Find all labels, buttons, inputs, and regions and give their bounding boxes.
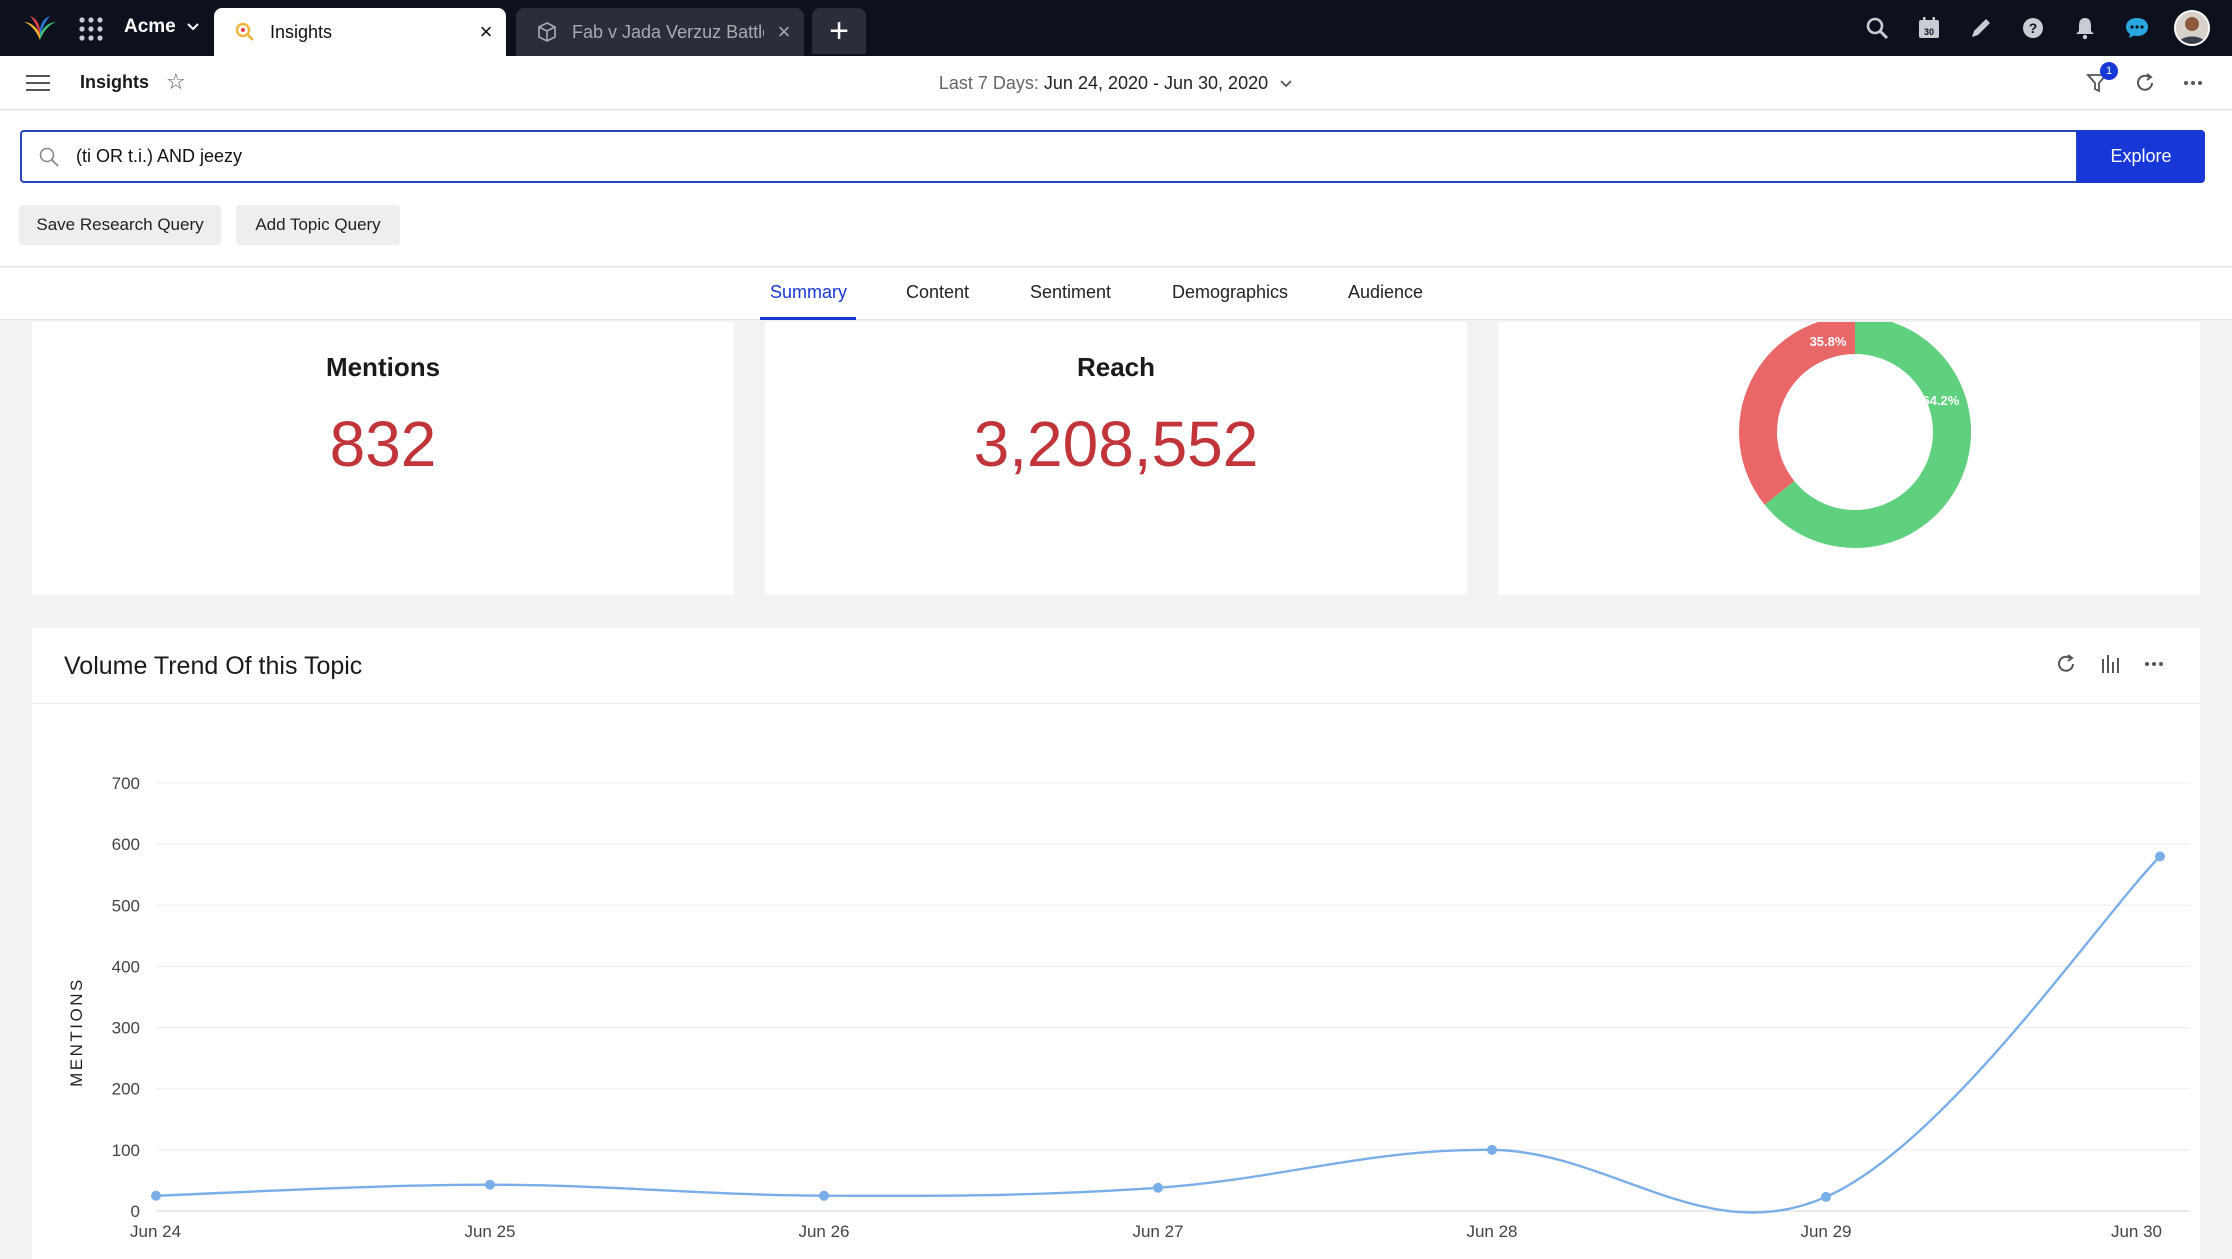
insights-icon [235,22,254,41]
app-logo-icon[interactable] [22,12,58,44]
donut-slice-label: 35.8% [1810,334,1847,349]
x-tick-label: Jun 25 [464,1222,515,1241]
section-tabs: Summary Content Sentiment Demographics A… [0,268,2232,320]
star-icon[interactable]: ☆ [166,69,186,94]
donut-slice-label: 64.2% [1922,393,1959,408]
date-range-value: Jun 24, 2020 - Jun 30, 2020 [1043,73,1269,93]
x-tick-label: Jun 28 [1466,1222,1517,1241]
calendar-icon[interactable]: 30 [1914,13,1944,43]
reach-card: Reach 3,208,552 [765,322,1467,595]
data-point [1821,1191,1831,1202]
tab-fab-v-jada[interactable]: Fab v Jada Verzuz Battle × [516,8,804,56]
data-point [1487,1144,1497,1155]
data-point [1153,1182,1163,1193]
active-tab-indicator [760,317,856,320]
donut-slice [1739,316,1855,505]
y-tick-label: 300 [112,1019,140,1038]
volume-line-chart: 0 100 200 300 400 500 600 700 Jun 24 Jun 25 Jun 26… [67,774,2190,1241]
apps-grid-icon[interactable] [78,16,104,42]
search-box[interactable] [20,130,2078,183]
pencil-icon[interactable] [1966,13,1996,43]
sentiment-card: 64.2% 35.8% [1498,316,2200,595]
refresh-icon[interactable] [2054,652,2078,676]
y-tick-label: 400 [112,957,140,976]
sentiment-donut-chart: 64.2% 35.8% [1739,316,1971,548]
bar-chart-icon[interactable] [2098,652,2122,676]
app-bar: Acme Insights × Fab v Jada Verzuz Battle… [0,0,2232,56]
add-topic-query-button[interactable]: Add Topic Query [236,205,400,245]
chat-icon[interactable] [2122,13,2152,43]
new-tab-button[interactable]: + [812,8,866,54]
y-axis-label: MENTIONS [67,977,86,1087]
data-point [151,1190,161,1201]
more-icon[interactable] [2180,70,2206,96]
calendar-day: 30 [1924,27,1934,37]
save-research-query-button[interactable]: Save Research Query [19,205,221,245]
mentions-card: Mentions 832 [32,322,734,595]
mentions-title: Mentions [325,352,441,382]
x-tick-label: Jun 24 [130,1222,181,1241]
refresh-icon[interactable] [2132,70,2158,96]
data-point [485,1179,495,1190]
date-range-picker[interactable]: Last 7 Days: Jun 24, 2020 - Jun 30, 2020 [939,73,1293,93]
tab-content[interactable]: Content [906,282,970,302]
tab-sentiment[interactable]: Sentiment [1030,282,1112,302]
tab-insights[interactable]: Insights × [214,8,506,56]
data-point [2155,851,2165,862]
y-tick-label: 700 [112,774,140,793]
card-divider [32,703,2200,704]
y-tick-label: 0 [131,1202,140,1221]
tab-summary[interactable]: Summary [770,282,848,302]
cube-icon [538,22,556,42]
search-icon[interactable] [1862,13,1892,43]
chevron-down-icon [187,23,199,31]
svg-text:?: ? [2029,20,2038,36]
hamburger-menu-icon[interactable] [26,73,50,93]
y-tick-label: 500 [112,896,140,915]
explore-button[interactable]: Explore [2077,130,2205,183]
mentions-value: 832 [329,408,437,480]
x-tick-label: Jun 29 [1800,1222,1851,1241]
x-tick-label: Jun 30 [2111,1222,2162,1241]
tab-demographics[interactable]: Demographics [1172,282,1289,302]
page-header: Insights ☆ Last 7 Days: Jun 24, 2020 - J… [0,56,2232,110]
filter-icon[interactable]: 1 [2084,62,2118,96]
chevron-down-icon [1280,80,1292,88]
x-tick-label: Jun 27 [1132,1222,1183,1241]
data-point [819,1190,829,1201]
filter-count-badge: 1 [2100,62,2118,80]
date-range-label: Last 7 Days: [938,73,1039,93]
search-region: Explore Save Research Query Add Topic Qu… [0,111,2232,267]
close-icon[interactable]: × [479,19,493,44]
reach-title: Reach [1076,352,1156,382]
tab-audience[interactable]: Audience [1348,282,1424,302]
donut-slice [1764,316,1971,548]
close-icon[interactable]: × [777,19,791,44]
tab-label: Fab v Jada Verzuz Battle [572,21,764,42]
x-tick-label: Jun 26 [798,1222,849,1241]
page-title: Insights [80,72,150,92]
avatar[interactable] [2174,10,2210,46]
bell-icon[interactable] [2070,13,2100,43]
reach-value: 3,208,552 [973,408,1259,480]
help-icon[interactable]: ? [2018,13,2048,43]
y-tick-label: 200 [112,1080,140,1099]
y-tick-label: 600 [112,835,140,854]
series-line [155,855,2161,1214]
more-icon[interactable] [2142,652,2166,676]
y-tick-label: 100 [112,1141,140,1160]
search-input[interactable] [76,146,1976,167]
tab-label: Insights [270,21,333,42]
org-name: Acme [124,16,176,37]
org-switcher[interactable]: Acme [124,16,200,38]
search-icon [39,147,59,167]
chart-title: Volume Trend Of this Topic [64,652,363,680]
volume-trend-card: Volume Trend Of this Topic 0 100 200 300 400… [32,628,2200,1259]
